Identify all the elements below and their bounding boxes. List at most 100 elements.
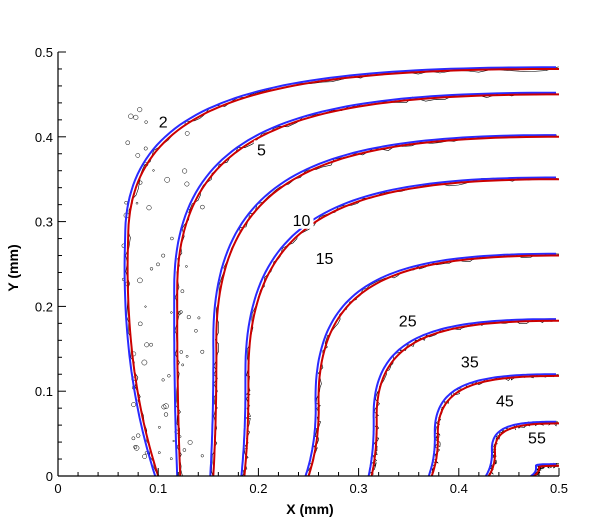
measurement-speckle [181,363,185,367]
measurement-speckle [200,204,205,210]
measurement-speckle [136,433,141,438]
measurement-speckle [184,131,190,136]
measurement-speckle [146,205,152,211]
blue-contour-2 [123,66,556,476]
measurement-speckle [131,436,136,441]
measurement-speckle [144,342,150,348]
measurement-speckle [158,425,161,429]
measured-contour-55 [487,420,559,476]
red-contour-2 [126,68,559,476]
measurement-speckle [179,350,184,354]
measurement-speckle [161,378,165,382]
measurement-speckle [133,445,138,449]
contour-label-25: 25 [399,314,417,331]
measurement-speckle [186,315,191,320]
measurement-speckle [157,451,161,454]
measured-contours [121,66,559,476]
measurement-speckle [137,107,143,113]
measurement-speckle [149,342,153,347]
x-tick-label: 0.3 [350,481,368,496]
contour-label-10: 10 [293,213,311,230]
blue-contour-35 [367,318,556,476]
x-tick-label: 0.2 [249,481,267,496]
red-contour-55 [488,422,559,476]
blue-contour-15 [240,176,556,476]
contour-label-bg [395,311,420,330]
measurement-speckle [144,305,147,308]
contour-label-55: 55 [528,431,546,448]
red-contour-15 [243,178,559,476]
x-tick-label: 0 [54,481,61,496]
red-contour-10 [212,135,559,476]
contour-label-bg [289,210,314,229]
measurement-speckle [187,439,193,445]
contour-label-bg [457,352,482,371]
measurement-speckle [164,176,171,183]
red-contour-35 [370,319,559,476]
blue-contour-55 [485,420,556,476]
measurement-speckle [200,454,204,458]
measurement-speckle [197,316,201,320]
measurement-speckle [161,404,167,410]
contour-label-bg [312,248,337,267]
measurement-speckle [169,457,173,461]
contour-label-bg [492,391,517,410]
contour-label-bg [155,112,171,131]
measurement-speckle [143,146,148,151]
contour-label-2: 2 [159,114,168,131]
blue-contour-unlabeled [530,463,556,476]
contour-label-15: 15 [316,251,334,268]
x-axis-title: X (mm) [286,501,333,517]
measurement-speckle [125,140,130,145]
y-tick-label: 0.5 [35,45,53,60]
measurement-speckle [200,349,205,354]
measurement-speckle [131,402,137,408]
measurement-speckle [138,321,143,327]
measurement-speckle [185,354,189,358]
y-axis-title: Y (mm) [5,244,21,291]
measurement-speckle [141,359,148,366]
contour-label-bg [253,140,269,159]
blue-contour-45 [427,373,556,476]
measurement-speckle [180,289,185,294]
measurement-speckle [149,267,154,271]
measurement-speckle [133,114,139,120]
axes: 0 0.1 0.2 0.3 0.4 0.5 0 0.1 0.2 0.3 0.4 0.5 [35,45,568,496]
measurement-speckle [128,113,134,119]
contour-label-bg [524,428,549,447]
measurement-speckle [137,277,143,284]
contour-label-45: 45 [496,393,514,410]
blue-contour-10 [209,134,556,476]
red-contour-45 [430,374,559,476]
measurement-speckle [185,265,188,268]
blue-contour-5 [173,91,556,476]
x-tick-label: 0.5 [550,481,568,496]
red-contour-25 [307,254,559,476]
measurement-speckle [172,439,175,443]
y-tick-label: 0.1 [35,384,53,399]
blue-contour-25 [304,252,556,476]
x-tick-label: 0.4 [450,481,468,496]
measurement-speckle [142,454,148,459]
measured-contour-35 [369,318,559,475]
measurement-speckle [170,236,174,241]
y-tick-label: 0 [46,469,53,484]
measurement-speckle [163,412,169,417]
red-contour-5 [176,93,559,476]
measurement-speckle [167,374,171,378]
measured-contour-2 [125,66,559,476]
measurement-speckle [194,329,198,333]
measurement-speckle [144,120,148,124]
measurement-speckle [184,181,190,187]
y-tick-label: 0.3 [35,215,53,230]
measurement-speckle [156,262,160,267]
measurement-speckle [134,445,140,451]
measurement-speckle [152,169,155,172]
measurement-speckle [182,168,188,174]
measurement-speckle [161,253,166,258]
contour-label-35: 35 [461,354,479,371]
measured-contour-10 [211,134,557,476]
measurement-speckle [124,200,128,205]
measurement-speckle [182,448,187,452]
